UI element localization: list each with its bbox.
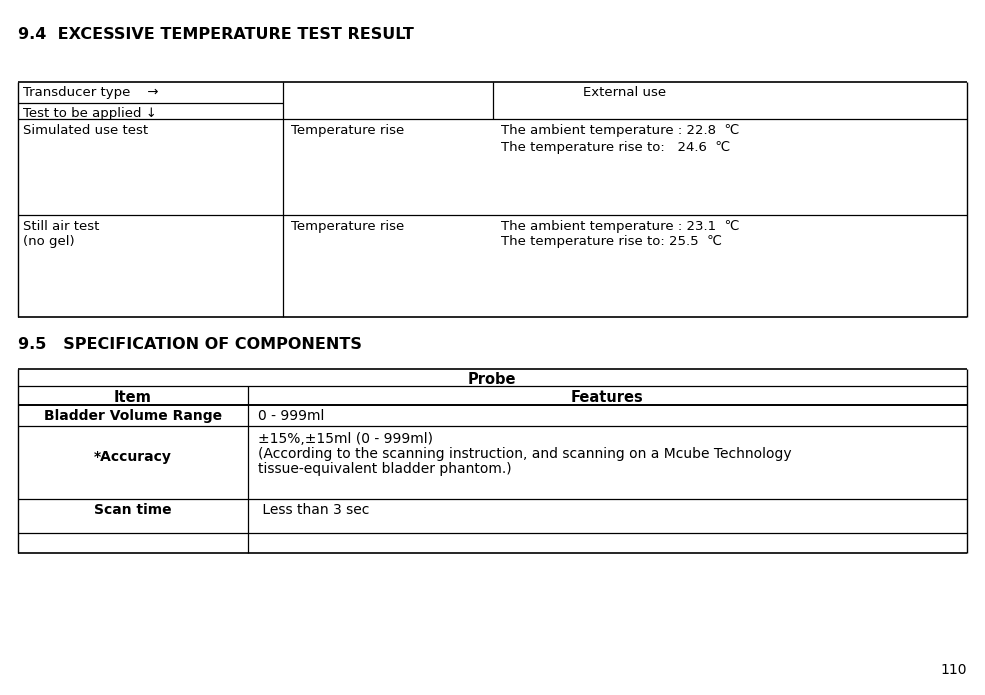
Text: Temperature rise: Temperature rise	[291, 220, 404, 233]
Text: Test to be applied ↓: Test to be applied ↓	[23, 107, 157, 120]
Text: tissue-equivalent bladder phantom.): tissue-equivalent bladder phantom.)	[258, 462, 511, 476]
Text: The temperature rise to:   24.6  ℃: The temperature rise to: 24.6 ℃	[501, 141, 730, 154]
Text: (no gel): (no gel)	[23, 235, 75, 248]
Text: The temperature rise to: 25.5  ℃: The temperature rise to: 25.5 ℃	[501, 235, 722, 248]
Text: *Accuracy: *Accuracy	[94, 450, 172, 464]
Text: The ambient temperature : 22.8  ℃: The ambient temperature : 22.8 ℃	[501, 124, 740, 137]
Text: Scan time: Scan time	[95, 503, 171, 517]
Text: External use: External use	[583, 86, 667, 99]
Text: ±15%,±15ml (0 - 999ml): ±15%,±15ml (0 - 999ml)	[258, 432, 433, 446]
Text: 9.4  EXCESSIVE TEMPERATURE TEST RESULT: 9.4 EXCESSIVE TEMPERATURE TEST RESULT	[18, 27, 414, 42]
Text: (According to the scanning instruction, and scanning on a Mcube Technology: (According to the scanning instruction, …	[258, 447, 792, 461]
Text: Less than 3 sec: Less than 3 sec	[258, 503, 369, 517]
Text: Bladder Volume Range: Bladder Volume Range	[44, 409, 222, 423]
Text: Still air test: Still air test	[23, 220, 99, 233]
Text: 110: 110	[941, 663, 967, 677]
Text: Transducer type    →: Transducer type →	[23, 86, 159, 99]
Text: 0 - 999ml: 0 - 999ml	[258, 409, 324, 423]
Text: Temperature rise: Temperature rise	[291, 124, 404, 137]
Text: Features: Features	[570, 390, 643, 405]
Text: 9.5   SPECIFICATION OF COMPONENTS: 9.5 SPECIFICATION OF COMPONENTS	[18, 337, 361, 352]
Text: Item: Item	[114, 390, 152, 405]
Text: Simulated use test: Simulated use test	[23, 124, 148, 137]
Text: The ambient temperature : 23.1  ℃: The ambient temperature : 23.1 ℃	[501, 220, 740, 233]
Text: Probe: Probe	[468, 372, 516, 387]
